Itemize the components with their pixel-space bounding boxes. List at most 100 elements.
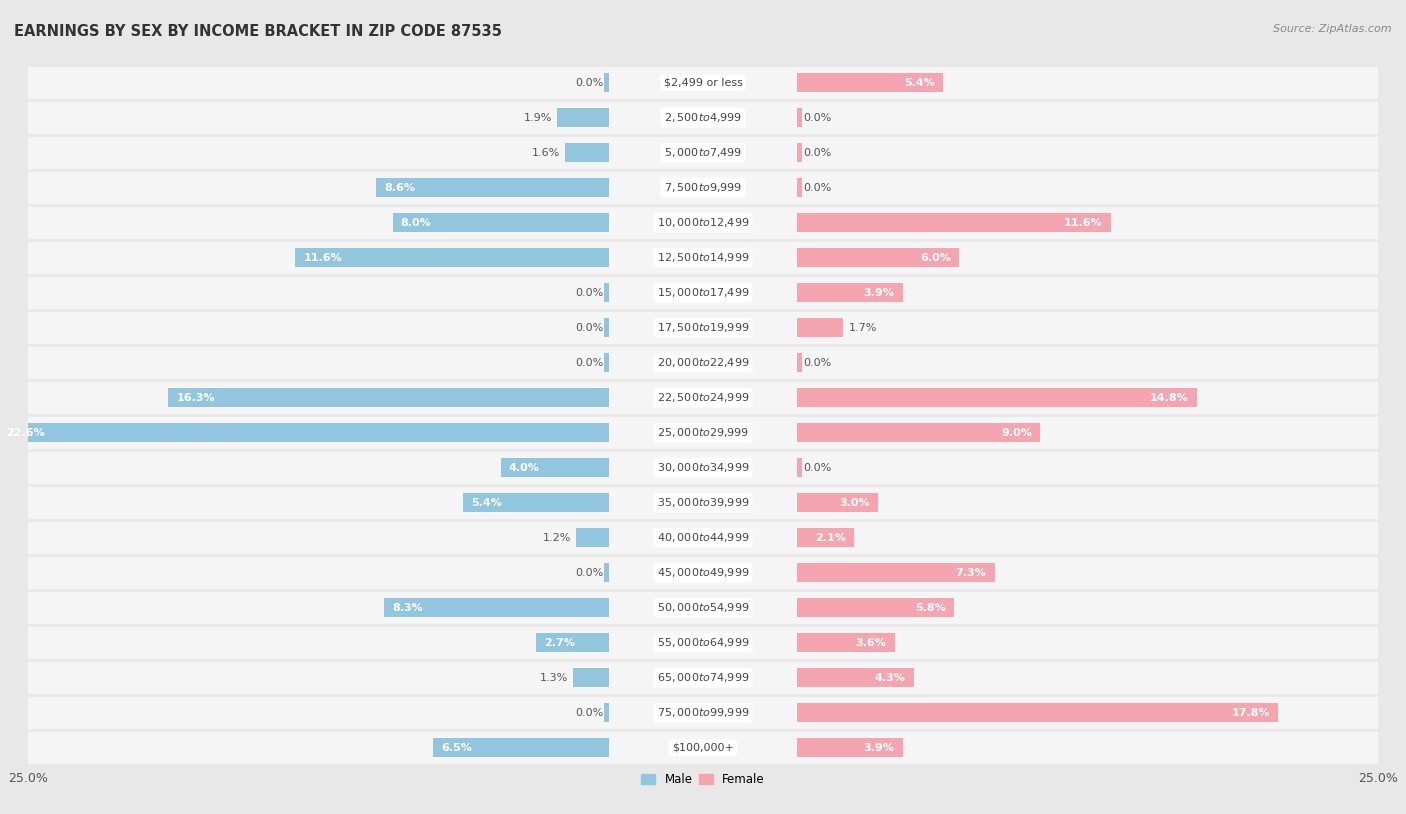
FancyBboxPatch shape: [28, 135, 1378, 170]
Text: $25,000 to $29,999: $25,000 to $29,999: [657, 427, 749, 439]
Text: 5.4%: 5.4%: [471, 497, 502, 508]
Bar: [0, 423, 609, 442]
Text: 8.6%: 8.6%: [384, 182, 415, 193]
Bar: [605, 353, 609, 372]
Text: 1.7%: 1.7%: [849, 322, 877, 333]
Text: 0.0%: 0.0%: [803, 147, 831, 158]
Bar: [605, 563, 609, 582]
Bar: [797, 423, 1040, 442]
Text: 11.6%: 11.6%: [304, 252, 342, 263]
Bar: [377, 178, 609, 197]
Bar: [797, 318, 844, 337]
Bar: [797, 703, 1278, 722]
Text: 1.2%: 1.2%: [543, 532, 571, 543]
FancyBboxPatch shape: [28, 275, 1378, 310]
Bar: [295, 248, 609, 267]
Text: 0.0%: 0.0%: [803, 462, 831, 473]
Text: $17,500 to $19,999: $17,500 to $19,999: [657, 322, 749, 334]
Text: 9.0%: 9.0%: [1001, 427, 1032, 438]
FancyBboxPatch shape: [28, 590, 1378, 625]
FancyBboxPatch shape: [28, 520, 1378, 555]
FancyBboxPatch shape: [28, 100, 1378, 135]
Text: 1.3%: 1.3%: [540, 672, 568, 683]
Text: $45,000 to $49,999: $45,000 to $49,999: [657, 567, 749, 579]
Bar: [797, 493, 879, 512]
Text: $55,000 to $64,999: $55,000 to $64,999: [657, 637, 749, 649]
Text: 14.8%: 14.8%: [1150, 392, 1189, 403]
Text: $30,000 to $34,999: $30,000 to $34,999: [657, 462, 749, 474]
Bar: [605, 283, 609, 302]
Bar: [501, 458, 609, 477]
Bar: [797, 213, 1111, 232]
Text: 4.0%: 4.0%: [509, 462, 540, 473]
Text: $75,000 to $99,999: $75,000 to $99,999: [657, 707, 749, 719]
Text: 7.3%: 7.3%: [956, 567, 987, 578]
Bar: [797, 143, 801, 162]
FancyBboxPatch shape: [28, 240, 1378, 275]
Text: 4.3%: 4.3%: [875, 672, 905, 683]
Text: $22,500 to $24,999: $22,500 to $24,999: [657, 392, 749, 404]
FancyBboxPatch shape: [28, 345, 1378, 380]
Bar: [797, 353, 801, 372]
Bar: [605, 318, 609, 337]
Bar: [797, 528, 855, 547]
FancyBboxPatch shape: [28, 660, 1378, 695]
Text: EARNINGS BY SEX BY INCOME BRACKET IN ZIP CODE 87535: EARNINGS BY SEX BY INCOME BRACKET IN ZIP…: [14, 24, 502, 39]
Text: $65,000 to $74,999: $65,000 to $74,999: [657, 672, 749, 684]
Bar: [797, 388, 1197, 407]
Text: 0.0%: 0.0%: [575, 287, 603, 298]
Text: 5.4%: 5.4%: [904, 77, 935, 88]
Bar: [384, 598, 609, 617]
Bar: [433, 738, 609, 757]
Bar: [576, 528, 609, 547]
Bar: [463, 493, 609, 512]
FancyBboxPatch shape: [28, 625, 1378, 660]
Text: $7,500 to $9,999: $7,500 to $9,999: [664, 182, 742, 194]
Bar: [797, 668, 914, 687]
Text: 16.3%: 16.3%: [177, 392, 215, 403]
Text: 0.0%: 0.0%: [575, 567, 603, 578]
Text: $40,000 to $44,999: $40,000 to $44,999: [657, 532, 749, 544]
Text: 0.0%: 0.0%: [803, 357, 831, 368]
Bar: [605, 703, 609, 722]
Bar: [797, 178, 801, 197]
Text: $2,500 to $4,999: $2,500 to $4,999: [664, 112, 742, 124]
Text: 6.5%: 6.5%: [441, 742, 472, 753]
Bar: [574, 668, 609, 687]
Text: $10,000 to $12,499: $10,000 to $12,499: [657, 217, 749, 229]
Bar: [797, 108, 801, 127]
Text: $5,000 to $7,499: $5,000 to $7,499: [664, 147, 742, 159]
Bar: [797, 458, 801, 477]
Bar: [797, 738, 903, 757]
FancyBboxPatch shape: [28, 555, 1378, 590]
Text: $20,000 to $22,499: $20,000 to $22,499: [657, 357, 749, 369]
Bar: [797, 633, 894, 652]
Bar: [797, 248, 959, 267]
FancyBboxPatch shape: [28, 415, 1378, 450]
FancyBboxPatch shape: [28, 695, 1378, 730]
FancyBboxPatch shape: [28, 170, 1378, 205]
Text: 0.0%: 0.0%: [575, 707, 603, 718]
Legend: Male, Female: Male, Female: [637, 768, 769, 790]
FancyBboxPatch shape: [28, 65, 1378, 100]
Text: 0.0%: 0.0%: [575, 77, 603, 88]
FancyBboxPatch shape: [28, 310, 1378, 345]
Text: 5.8%: 5.8%: [915, 602, 946, 613]
Text: 2.1%: 2.1%: [815, 532, 846, 543]
Text: 22.6%: 22.6%: [7, 427, 45, 438]
FancyBboxPatch shape: [28, 380, 1378, 415]
Text: 2.7%: 2.7%: [544, 637, 575, 648]
Text: $12,500 to $14,999: $12,500 to $14,999: [657, 252, 749, 264]
Bar: [797, 283, 903, 302]
Text: 3.6%: 3.6%: [856, 637, 887, 648]
Text: 3.9%: 3.9%: [863, 742, 894, 753]
Text: 3.9%: 3.9%: [863, 287, 894, 298]
Text: $2,499 or less: $2,499 or less: [664, 77, 742, 88]
Bar: [797, 598, 955, 617]
Text: 17.8%: 17.8%: [1232, 707, 1270, 718]
Text: 1.6%: 1.6%: [531, 147, 560, 158]
Bar: [169, 388, 609, 407]
Text: $100,000+: $100,000+: [672, 742, 734, 753]
Text: 0.0%: 0.0%: [803, 112, 831, 123]
Text: 3.0%: 3.0%: [839, 497, 870, 508]
